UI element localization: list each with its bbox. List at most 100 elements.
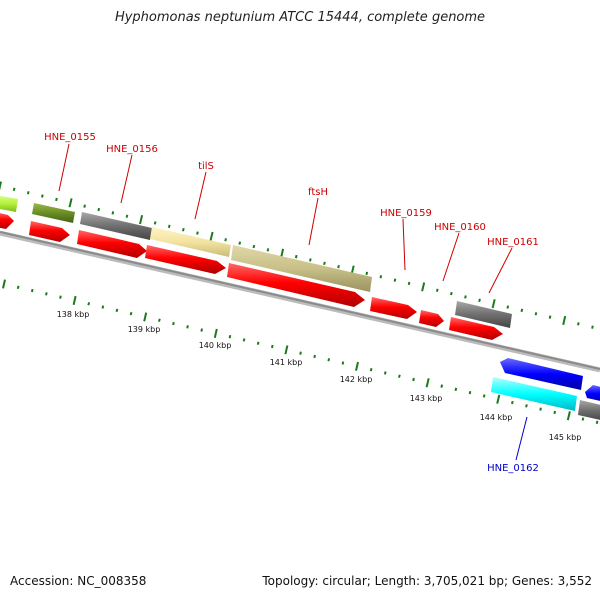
lower-tick <box>581 417 585 421</box>
genome-backbone <box>0 230 600 373</box>
upper-tick <box>12 187 16 192</box>
gene-label-hne-0156[interactable]: HNE_0156 <box>106 144 158 155</box>
gene-feature-khaki[interactable] <box>231 245 372 292</box>
lower-tick <box>313 354 316 359</box>
lower-tick <box>271 344 274 349</box>
gene-feature-cyan[interactable] <box>491 377 577 411</box>
gene-label-hne-0161[interactable]: HNE_0161 <box>487 237 539 248</box>
lower-tick <box>172 321 175 326</box>
upper-tick <box>379 275 383 279</box>
lower-tick <box>369 367 373 372</box>
leader-line <box>488 247 513 294</box>
lower-tick <box>242 338 246 342</box>
upper-tick <box>266 248 270 252</box>
cds-arrow-2[interactable] <box>77 230 147 258</box>
gene-label-layer: HNE_0155 HNE_0156 tilS ftsH HNE_0159 HNE… <box>44 132 539 474</box>
upper-tick <box>125 214 129 218</box>
gene-feature-blue-1[interactable] <box>500 358 583 390</box>
upper-tick <box>224 238 227 242</box>
gene-label-hne-0160[interactable]: HNE_0160 <box>434 222 486 233</box>
upper-tick <box>450 291 453 296</box>
lower-tick <box>2 279 6 289</box>
lower-tick <box>158 318 161 322</box>
lower-tick <box>186 325 189 329</box>
upper-tick <box>491 299 496 309</box>
gene-feature-lime[interactable] <box>0 195 18 212</box>
lower-tick <box>327 358 331 362</box>
lower-tick <box>398 374 401 378</box>
gene-feature-gray-2[interactable] <box>455 301 512 328</box>
cds-arrow-0[interactable] <box>0 212 14 229</box>
gene-label-hne-0162[interactable]: HNE_0162 <box>487 463 539 474</box>
accession-text: Accession: NC_008358 <box>10 574 147 588</box>
lower-tick <box>511 400 514 405</box>
upper-tick <box>323 261 326 266</box>
lower-tick <box>16 285 20 290</box>
gene-feature-wheat[interactable] <box>150 227 231 257</box>
cds-arrow-7[interactable] <box>449 317 503 340</box>
cds-arrow-6[interactable] <box>419 310 444 327</box>
leader-line <box>442 232 460 282</box>
upper-tick <box>407 281 411 286</box>
lower-tick <box>425 378 430 388</box>
upper-tick <box>534 312 538 316</box>
lower-tick <box>59 295 62 299</box>
lower-tick <box>30 288 34 293</box>
gene-label-ftsh[interactable]: ftsH <box>308 187 328 198</box>
leader-line <box>58 143 70 192</box>
upper-tick <box>393 278 397 282</box>
lower-tick <box>87 302 91 306</box>
upper-tick <box>238 241 242 245</box>
gene-feature-blue-2[interactable] <box>585 385 600 402</box>
kbp-scale-labels: 138 kbp 139 kbp 140 kbp 141 kbp 142 kbp … <box>57 310 582 442</box>
leader-line <box>120 154 133 204</box>
upper-tick <box>167 224 171 229</box>
lower-tick <box>566 411 571 421</box>
kbp-label: 141 kbp <box>270 358 303 367</box>
upper-tick <box>41 194 44 198</box>
gene-feature-gray-1[interactable] <box>80 212 152 240</box>
lower-tick <box>228 334 232 339</box>
upper-tick <box>365 271 369 276</box>
gene-feature-gray-3[interactable] <box>578 400 600 421</box>
upper-tick <box>506 305 510 309</box>
upper-tick <box>464 295 467 299</box>
cds-arrow-3[interactable] <box>145 245 226 274</box>
cds-arrow-1[interactable] <box>29 221 70 242</box>
gene-feature-olive[interactable] <box>32 203 75 223</box>
gene-label-hne-0159[interactable]: HNE_0159 <box>380 208 432 219</box>
lower-tick <box>383 371 387 375</box>
kbp-label: 138 kbp <box>57 310 90 319</box>
upper-tick <box>337 264 340 269</box>
upper-tick <box>83 204 86 208</box>
lower-tick <box>539 407 542 411</box>
upper-tick <box>421 282 426 292</box>
upper-tick <box>280 248 285 258</box>
upper-tick <box>435 288 439 292</box>
leader-line <box>194 171 207 220</box>
cds-arrow-4[interactable] <box>227 263 365 307</box>
lower-tick <box>595 420 599 425</box>
lower-tick <box>256 341 260 345</box>
lower-tick <box>213 328 218 339</box>
feature-tracks <box>0 195 600 421</box>
lower-tick <box>553 410 557 415</box>
lower-tick <box>101 305 105 309</box>
upper-tick <box>97 207 101 212</box>
lower-tick <box>200 328 203 332</box>
lower-tick <box>45 292 48 296</box>
gene-label-hne-0155[interactable]: HNE_0155 <box>44 132 96 143</box>
lower-tick <box>482 394 486 398</box>
lower-tick <box>355 361 359 371</box>
upper-tick <box>196 231 199 235</box>
upper-tick <box>478 298 481 303</box>
lower-tick <box>525 404 528 408</box>
gene-label-tils[interactable]: tilS <box>198 161 214 172</box>
leader-line <box>515 416 528 461</box>
upper-tick <box>548 315 552 319</box>
kbp-label: 140 kbp <box>199 341 232 350</box>
cds-arrow-5[interactable] <box>370 297 417 319</box>
upper-tick <box>209 231 214 242</box>
upper-tick <box>252 244 256 249</box>
